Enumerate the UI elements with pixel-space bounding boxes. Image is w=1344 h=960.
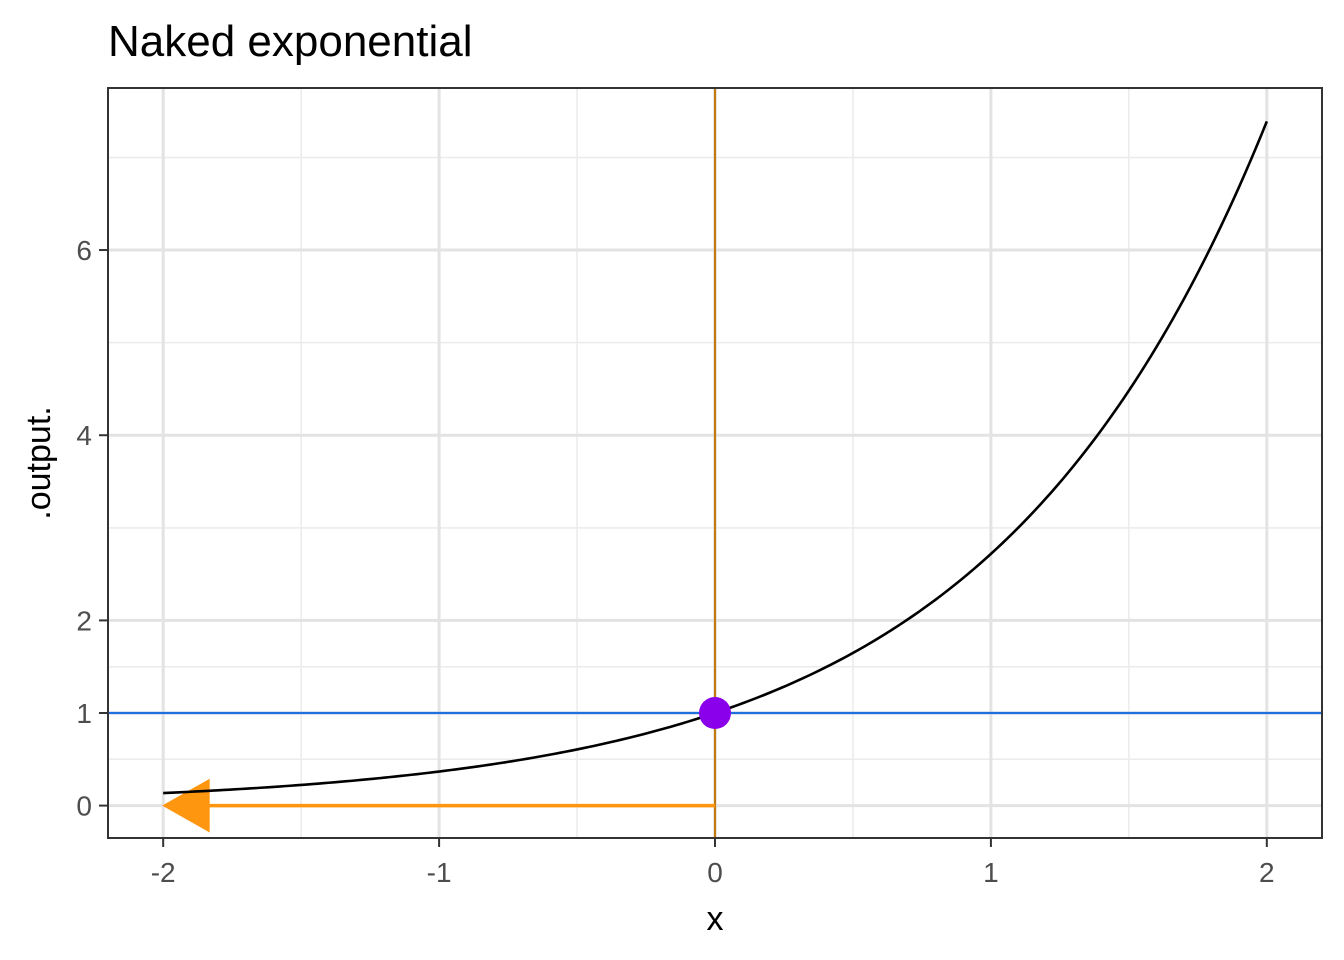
series-layer [163,120,1269,795]
y-axis-title: .output. [20,406,58,519]
x-tick-label: 0 [707,857,723,888]
x-tick-label: 1 [983,857,999,888]
axes: -2 -1 0 1 2 0 1 2 4 6 [76,87,1323,888]
y-tick-label: 2 [76,605,92,636]
y-tick-label: 6 [76,235,92,266]
chart-title: Naked exponential [108,17,472,66]
intercept-point [699,697,731,729]
x-tick-label: -1 [427,857,452,888]
y-tick-label: 1 [76,698,92,729]
y-tick-label: 0 [76,791,92,822]
y-tick-label: 4 [76,420,92,451]
x-tick-label: 2 [1259,857,1275,888]
x-axis-title: x [707,900,724,938]
x-tick-label: -2 [151,857,176,888]
arrow-head [162,778,210,833]
